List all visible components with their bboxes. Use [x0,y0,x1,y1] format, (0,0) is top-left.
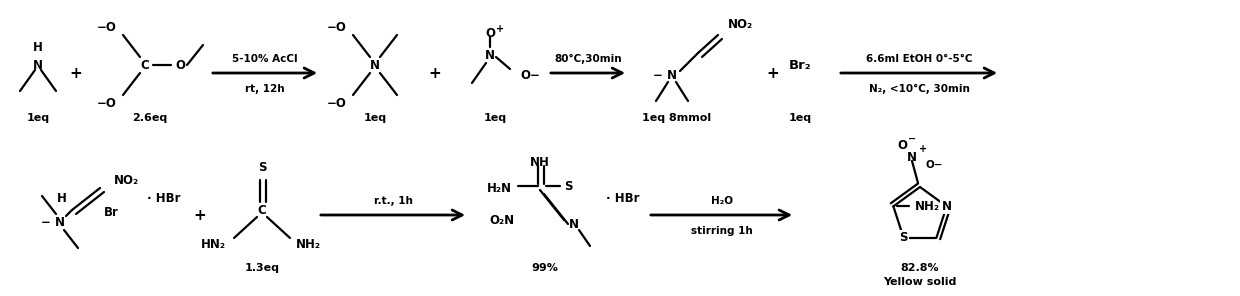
Text: HN₂: HN₂ [201,237,226,250]
Text: H₂O: H₂O [711,196,733,206]
Text: N: N [569,218,579,231]
Text: H: H [57,192,67,205]
Text: 1.3eq: 1.3eq [244,263,279,273]
Text: rt, 12h: rt, 12h [246,84,285,94]
Text: −: − [653,68,663,81]
Text: NH₂: NH₂ [915,200,940,213]
Text: · HBr: · HBr [148,192,181,205]
Text: r.t., 1h: r.t., 1h [373,196,413,206]
Text: NH: NH [529,155,549,168]
Text: N: N [33,59,43,72]
Text: 2.6eq: 2.6eq [133,113,167,123]
Text: Yellow solid: Yellow solid [883,277,957,287]
Text: C: C [140,59,149,72]
Text: 5-10% AcCl: 5-10% AcCl [232,54,298,64]
Text: C: C [258,204,267,216]
Text: 80°C,30min: 80°C,30min [554,54,621,64]
Text: stirring 1h: stirring 1h [691,226,753,236]
Text: 1eq: 1eq [484,113,507,123]
Text: O−: O− [926,160,944,170]
Text: 6.6ml EtOH 0°-5°C: 6.6ml EtOH 0°-5°C [866,54,972,64]
Text: H₂N: H₂N [487,181,512,194]
Text: +: + [919,144,928,154]
Text: O−: O− [520,68,539,81]
Text: S: S [564,179,573,192]
Text: O: O [175,59,185,72]
Text: −: − [908,134,916,144]
Text: +: + [429,65,441,81]
Text: 1eq: 1eq [26,113,50,123]
Text: Br: Br [104,205,119,218]
Text: 99%: 99% [532,263,558,273]
Text: · HBr: · HBr [606,192,640,205]
Text: O: O [485,27,495,39]
Text: −O: −O [97,96,117,110]
Text: O₂N: O₂N [489,213,515,226]
Text: S: S [258,161,267,174]
Text: −O: −O [97,20,117,33]
Text: +: + [496,24,505,34]
Text: 1eq: 1eq [363,113,387,123]
Text: H: H [33,41,43,54]
Text: Br₂: Br₂ [789,59,811,72]
Text: O: O [897,139,906,152]
Text: +: + [766,65,780,81]
Text: +: + [69,65,82,81]
Text: 1eq: 1eq [789,113,811,123]
Text: N: N [906,150,918,163]
Text: N₂, <10°C, 30min: N₂, <10°C, 30min [868,84,970,94]
Text: N: N [667,68,677,81]
Text: N: N [370,59,379,72]
Text: NO₂: NO₂ [728,18,753,31]
Text: N: N [55,215,64,229]
Text: −O: −O [327,96,347,110]
Text: S: S [899,231,908,244]
Text: 1eq 8mmol: 1eq 8mmol [642,113,712,123]
Text: NH₂: NH₂ [296,237,321,250]
Text: −O: −O [327,20,347,33]
Text: N: N [941,200,951,213]
Text: +: + [193,207,206,223]
Text: −: − [41,215,51,229]
Text: 82.8%: 82.8% [900,263,940,273]
Text: NO₂: NO₂ [114,173,139,186]
Text: N: N [485,49,495,62]
